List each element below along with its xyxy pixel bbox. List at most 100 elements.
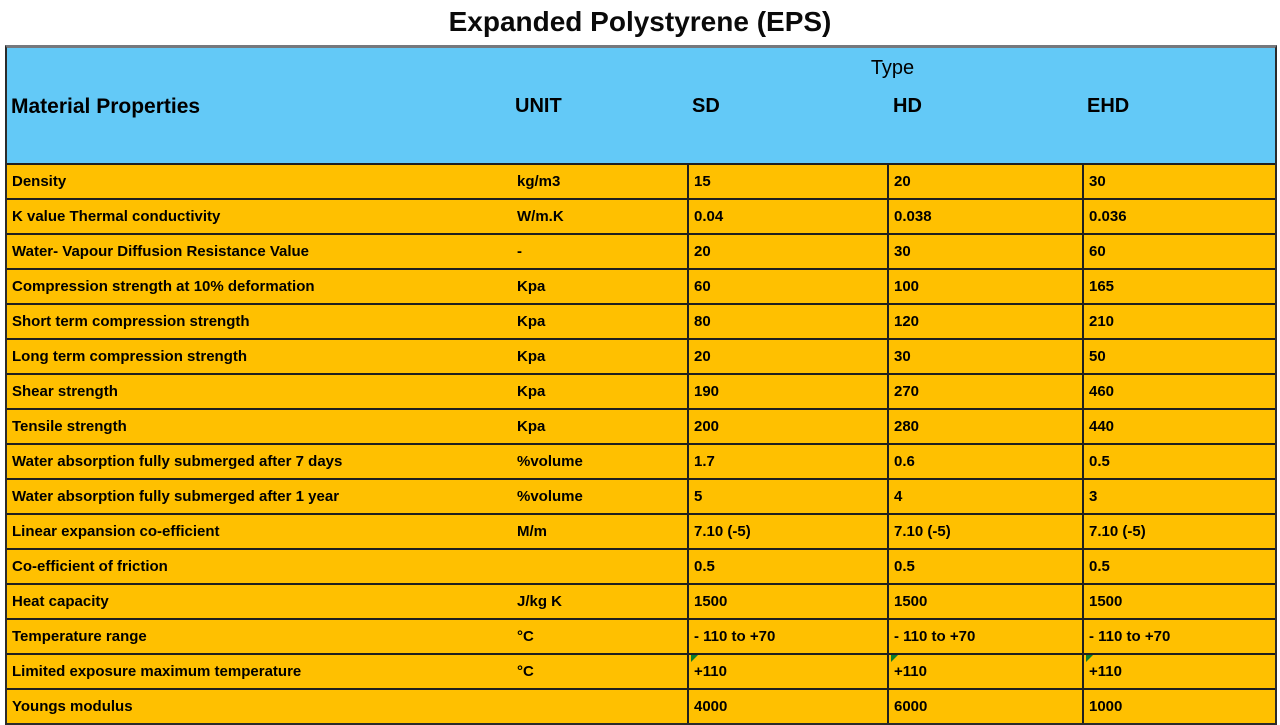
hd-value-cell: 100 bbox=[887, 270, 1082, 303]
unit-label: Kpa bbox=[517, 348, 546, 365]
property-label: Density bbox=[12, 173, 67, 190]
hd-value: 280 bbox=[894, 418, 920, 435]
unit-cell: °C bbox=[512, 620, 687, 653]
hd-value: 100 bbox=[894, 278, 920, 295]
ehd-value: 210 bbox=[1089, 313, 1115, 330]
sd-value-cell: 190 bbox=[687, 375, 887, 408]
ehd-value-cell: 165 bbox=[1082, 270, 1275, 303]
ehd-value: 440 bbox=[1089, 418, 1115, 435]
ehd-value-cell: 0.5 bbox=[1082, 550, 1275, 583]
ehd-value-cell: 50 bbox=[1082, 340, 1275, 373]
cell-flag-icon bbox=[691, 655, 698, 662]
table-row: Heat capacity J/kg K 1500 1500 1500 bbox=[7, 583, 1275, 618]
unit-cell: %volume bbox=[512, 480, 687, 513]
unit-cell: W/m.K bbox=[512, 200, 687, 233]
property-label: Compression strength at 10% deformation bbox=[12, 278, 315, 295]
ehd-value-cell: 7.10 (-5) bbox=[1082, 515, 1275, 548]
table-row: Water absorption fully submerged after 7… bbox=[7, 443, 1275, 478]
hd-value-cell: 0.5 bbox=[887, 550, 1082, 583]
property-label: K value Thermal conductivity bbox=[12, 208, 221, 225]
sd-value: 1.7 bbox=[694, 453, 715, 470]
unit-label: Kpa bbox=[517, 278, 546, 295]
property-cell: K value Thermal conductivity bbox=[7, 200, 512, 233]
hd-value: 0.6 bbox=[894, 453, 915, 470]
eps-properties-table: Type Material Properties UNIT SD HD EHD … bbox=[5, 45, 1277, 725]
hd-value: 4 bbox=[894, 488, 903, 505]
sd-value: 1500 bbox=[694, 593, 728, 610]
sd-value: 0.5 bbox=[694, 558, 715, 575]
ehd-value: 460 bbox=[1089, 383, 1115, 400]
sd-value-cell: 5 bbox=[687, 480, 887, 513]
table-row: Linear expansion co-efficient M/m 7.10 (… bbox=[7, 513, 1275, 548]
table-row: Shear strength Kpa 190 270 460 bbox=[7, 373, 1275, 408]
sd-value: 200 bbox=[694, 418, 720, 435]
sd-value-cell: 1.7 bbox=[687, 445, 887, 478]
sd-value: 7.10 (-5) bbox=[694, 523, 751, 540]
unit-label: - bbox=[517, 243, 522, 260]
property-cell: Linear expansion co-efficient bbox=[7, 515, 512, 548]
unit-cell: %volume bbox=[512, 445, 687, 478]
property-cell: Co-efficient of friction bbox=[7, 550, 512, 583]
hd-value-cell: 280 bbox=[887, 410, 1082, 443]
property-cell: Water absorption fully submerged after 7… bbox=[7, 445, 512, 478]
property-cell: Compression strength at 10% deformation bbox=[7, 270, 512, 303]
hd-value-cell: 270 bbox=[887, 375, 1082, 408]
hd-value: 20 bbox=[894, 173, 911, 190]
sd-value: - 110 to +70 bbox=[694, 628, 776, 645]
property-label: Water- Vapour Diffusion Resistance Value bbox=[12, 243, 310, 260]
property-cell: Shear strength bbox=[7, 375, 512, 408]
table-row: Density kg/m3 15 20 30 bbox=[7, 163, 1275, 198]
hd-value-cell: 30 bbox=[887, 235, 1082, 268]
hd-value: 0.038 bbox=[894, 208, 932, 225]
sd-value-cell: 20 bbox=[687, 340, 887, 373]
table-row: Water- Vapour Diffusion Resistance Value… bbox=[7, 233, 1275, 268]
sd-value-cell: - 110 to +70 bbox=[687, 620, 887, 653]
property-cell: Density bbox=[7, 165, 512, 198]
hd-value: +110 bbox=[894, 663, 927, 680]
hd-value-cell: 0.6 bbox=[887, 445, 1082, 478]
table-row: Co-efficient of friction 0.5 0.5 0.5 bbox=[7, 548, 1275, 583]
unit-cell: Kpa bbox=[512, 375, 687, 408]
column-header-sd: SD bbox=[692, 95, 720, 117]
sd-value-cell: 0.04 bbox=[687, 200, 887, 233]
unit-cell: Kpa bbox=[512, 410, 687, 443]
property-label: Short term compression strength bbox=[12, 313, 250, 330]
unit-cell bbox=[512, 690, 687, 723]
table-row: Long term compression strength Kpa 20 30… bbox=[7, 338, 1275, 373]
sd-value-cell: 15 bbox=[687, 165, 887, 198]
hd-value-cell: 1500 bbox=[887, 585, 1082, 618]
property-label: Tensile strength bbox=[12, 418, 127, 435]
property-cell: Short term compression strength bbox=[7, 305, 512, 338]
ehd-value: - 110 to +70 bbox=[1089, 628, 1171, 645]
sd-value: +110 bbox=[694, 663, 727, 680]
unit-label: %volume bbox=[517, 453, 583, 470]
table-header: Type Material Properties UNIT SD HD EHD bbox=[7, 48, 1275, 163]
table-row: Temperature range °C - 110 to +70 - 110 … bbox=[7, 618, 1275, 653]
unit-label: Kpa bbox=[517, 313, 546, 330]
sd-value-cell: +110 bbox=[687, 655, 887, 688]
hd-value-cell: 20 bbox=[887, 165, 1082, 198]
ehd-value-cell: 0.5 bbox=[1082, 445, 1275, 478]
hd-value: 120 bbox=[894, 313, 920, 330]
cell-flag-icon bbox=[891, 655, 898, 662]
sd-value: 15 bbox=[694, 173, 711, 190]
ehd-value-cell: 0.036 bbox=[1082, 200, 1275, 233]
ehd-value-cell: 30 bbox=[1082, 165, 1275, 198]
hd-value: 30 bbox=[894, 348, 911, 365]
hd-value-cell: 30 bbox=[887, 340, 1082, 373]
hd-value: 0.5 bbox=[894, 558, 915, 575]
table-row: Short term compression strength Kpa 80 1… bbox=[7, 303, 1275, 338]
ehd-value-cell: 460 bbox=[1082, 375, 1275, 408]
hd-value-cell: 120 bbox=[887, 305, 1082, 338]
ehd-value-cell: 440 bbox=[1082, 410, 1275, 443]
table-row: Limited exposure maximum temperature °C … bbox=[7, 653, 1275, 688]
property-cell: Tensile strength bbox=[7, 410, 512, 443]
sd-value-cell: 4000 bbox=[687, 690, 887, 723]
column-header-hd: HD bbox=[893, 95, 922, 117]
table-row: Water absorption fully submerged after 1… bbox=[7, 478, 1275, 513]
ehd-value: 3 bbox=[1089, 488, 1098, 505]
ehd-value-cell: - 110 to +70 bbox=[1082, 620, 1275, 653]
unit-label: Kpa bbox=[517, 383, 546, 400]
sd-value: 20 bbox=[694, 243, 711, 260]
hd-value-cell: - 110 to +70 bbox=[887, 620, 1082, 653]
